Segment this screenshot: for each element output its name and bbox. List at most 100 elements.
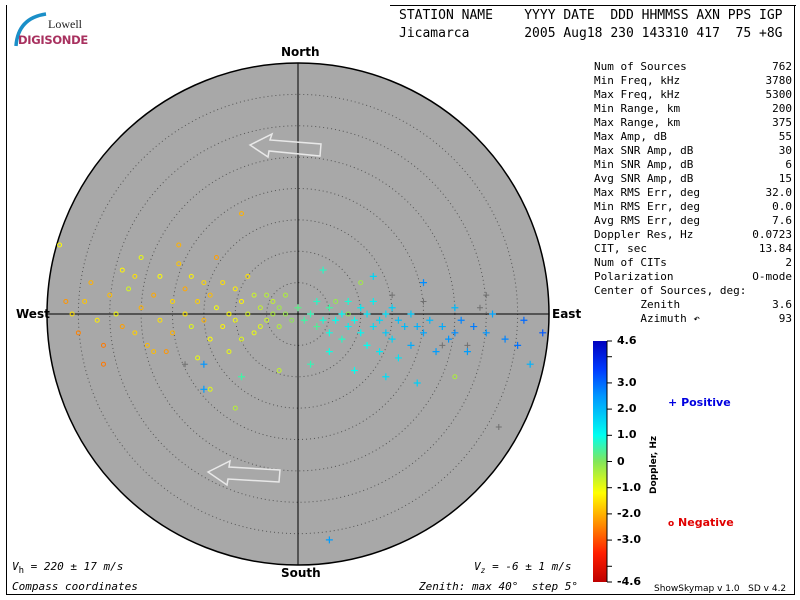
negative-doppler-point <box>207 386 213 392</box>
stat-value: 55 <box>778 130 792 143</box>
positive-doppler-point <box>319 266 327 274</box>
negative-doppler-point <box>239 211 245 217</box>
stat-label: Max Range, km <box>594 116 681 129</box>
stat-row: Max SNR Amp, dB 30 <box>594 144 792 158</box>
vh-subscript: h <box>18 566 25 577</box>
positive-doppler-point <box>238 373 246 381</box>
negative-doppler-point <box>207 336 213 342</box>
negative-doppler-point <box>188 324 194 330</box>
negative-doppler-point <box>176 242 182 248</box>
positive-doppler-point <box>376 348 384 356</box>
positive-doppler-point <box>420 329 427 337</box>
positive-doppler-point <box>394 316 402 324</box>
stats-panel: Num of Sources 762 Min Freq, kHz 3780 Max Fr… <box>594 60 792 326</box>
positive-doppler-point <box>388 304 396 312</box>
negative-doppler-point <box>82 298 88 304</box>
legend-negative-label: Negative <box>678 516 734 529</box>
stat-label: Max RMS Err, deg <box>594 186 700 199</box>
negative-doppler-point <box>63 298 69 304</box>
negative-doppler-point <box>282 311 288 317</box>
positive-doppler-point <box>382 310 390 318</box>
stat-value: 13.84 <box>758 242 792 255</box>
velocity-arrow-icon <box>206 459 281 487</box>
negative-doppler-point <box>213 255 219 261</box>
positive-doppler-point <box>382 373 390 381</box>
positive-doppler-point <box>413 323 421 331</box>
compass-north: North <box>281 45 320 59</box>
stat-label: Avg RMS Err, deg <box>594 214 700 227</box>
negative-doppler-point <box>270 311 276 317</box>
positive-doppler-point <box>526 360 534 368</box>
positive-doppler-point <box>388 335 396 343</box>
positive-doppler-point <box>313 323 321 331</box>
stat-value: O-mode <box>752 270 792 283</box>
negative-doppler-point <box>452 374 458 380</box>
stat-label: Doppler Res, Hz <box>594 228 694 241</box>
negative-doppler-point <box>157 273 163 279</box>
negative-doppler-point <box>132 330 138 336</box>
colorbar-tick-label: 0 <box>617 454 625 468</box>
negative-doppler-point <box>100 342 106 348</box>
stat-value: 0.0723 <box>752 228 792 241</box>
negative-doppler-point <box>270 298 276 304</box>
positive-doppler-point <box>300 316 308 324</box>
negative-doppler-point <box>201 317 207 323</box>
legend-positive-label: Positive <box>681 396 731 409</box>
horizontal-velocity: Vh = 220 ± 17 m/s <box>12 560 123 576</box>
figure-frame <box>6 5 795 595</box>
positive-doppler-point <box>413 379 421 387</box>
positive-doppler-point <box>307 360 315 368</box>
plus-icon: + <box>668 396 678 409</box>
negative-doppler-point <box>358 280 364 286</box>
vh-value: = 220 ± 17 m/s <box>24 560 124 573</box>
stat-row: Avg RMS Err, deg 7.6 <box>594 214 792 228</box>
positive-doppler-point <box>457 316 465 324</box>
negative-doppler-point <box>57 242 63 248</box>
negative-doppler-point <box>138 255 144 261</box>
negative-doppler-point <box>276 367 282 373</box>
colorbar-tick-label: -3.0 <box>617 533 642 547</box>
stat-label: Num of Sources <box>594 60 687 73</box>
stat-row: Num of Sources 762 <box>594 60 792 74</box>
header-labels: STATION NAME YYYY DATE DDD HHMMSS AXN PP… <box>399 8 783 23</box>
negative-doppler-point <box>289 317 295 323</box>
negative-doppler-point <box>276 324 282 330</box>
stat-label: Avg SNR Amp, dB <box>594 172 694 185</box>
stat-value: 0.0 <box>772 200 792 213</box>
positive-doppler-point <box>482 329 490 337</box>
negative-doppler-point <box>201 280 207 286</box>
logo-digisonde: DIGISONDE <box>18 33 88 47</box>
positive-doppler-point <box>200 385 208 393</box>
stat-label: Polarization <box>594 270 674 283</box>
positive-doppler-point <box>407 341 415 349</box>
colorbar-tick-label: 4.6 <box>617 334 637 347</box>
stat-row: Zenith 3.6 <box>594 298 792 312</box>
negative-doppler-point <box>75 330 81 336</box>
negative-doppler-point <box>94 317 100 323</box>
legend-positive: + Positive <box>668 396 731 409</box>
compass-south: South <box>281 566 321 580</box>
colorbar-label: Doppler, Hz <box>649 435 659 494</box>
negative-doppler-point <box>170 298 175 304</box>
stat-label: Max Freq, kHz <box>594 88 681 101</box>
negative-doppler-point <box>239 336 245 342</box>
colorbar-tick-label: -4.6 <box>617 575 642 588</box>
negative-doppler-point <box>232 286 238 292</box>
stat-value: 15 <box>778 172 792 185</box>
frame-top-line <box>390 5 796 6</box>
positive-doppler-point <box>363 310 371 318</box>
positive-doppler-point <box>357 329 365 337</box>
negative-doppler-point <box>151 292 157 298</box>
stat-row: Min Freq, kHz 3780 <box>594 74 792 88</box>
positive-doppler-point <box>426 316 434 324</box>
stat-row: Min SNR Amp, dB 6 <box>594 158 792 172</box>
positive-doppler-point <box>470 323 478 331</box>
stat-row: Max Amp, dB 55 <box>594 130 792 144</box>
positive-doppler-point <box>432 348 440 356</box>
vh-symbol: V <box>12 560 19 573</box>
negative-doppler-point <box>138 305 144 311</box>
negative-doppler-point <box>257 305 263 311</box>
stat-value: 3780 <box>765 74 793 87</box>
circle-icon: o <box>668 519 675 529</box>
